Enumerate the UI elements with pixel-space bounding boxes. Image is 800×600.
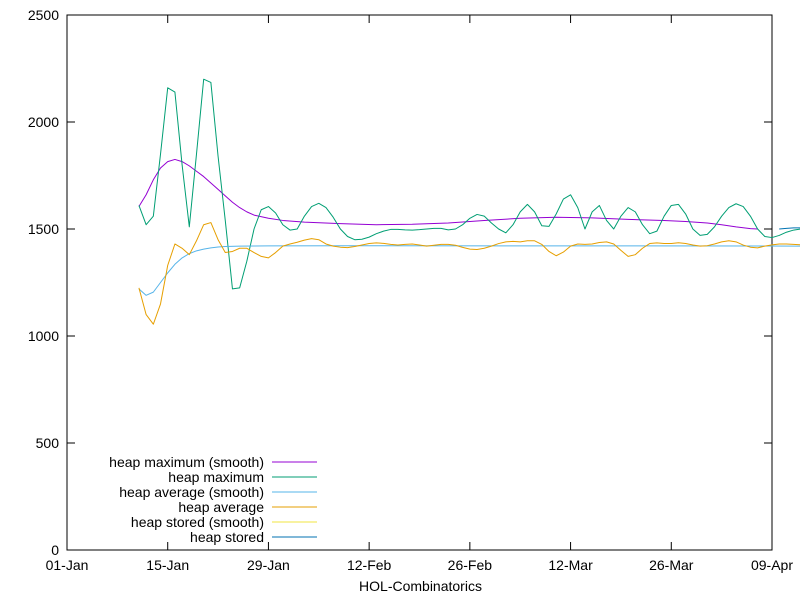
plot-border bbox=[66, 14, 773, 551]
x-axis-label: HOL-Combinatorics bbox=[359, 578, 482, 594]
legend-label-heap-stored: heap stored bbox=[190, 529, 264, 545]
y-tick-label: 2500 bbox=[28, 7, 59, 23]
x-axis: 01-Jan 15-Jan 29-Jan 12-Feb 26-Feb 12-Mar 26-M… bbox=[46, 15, 793, 573]
x-tick-label: 29-Jan bbox=[247, 557, 290, 573]
series-line-heap-maximum-smooth bbox=[138, 158, 758, 230]
y-axis: 0 500 1000 1500 2000 2500 bbox=[28, 7, 772, 558]
x-tick-label: 01-Jan bbox=[46, 557, 89, 573]
legend-label-heap-average: heap average bbox=[178, 499, 264, 515]
plot-frame bbox=[66, 14, 773, 551]
x-tick-label: 15-Jan bbox=[146, 557, 189, 573]
series-line-heap-average bbox=[138, 222, 800, 325]
legend-label-heap-stored-smooth: heap stored (smooth) bbox=[131, 514, 264, 530]
y-tick-label: 500 bbox=[36, 435, 60, 451]
legend-label-heap-average-smooth: heap average (smooth) bbox=[119, 484, 264, 500]
x-tick-label: 26-Mar bbox=[649, 557, 694, 573]
legend-label-heap-maximum-smooth: heap maximum (smooth) bbox=[109, 454, 264, 470]
x-tick-label: 12-Feb bbox=[347, 557, 392, 573]
series-line-heap-maximum bbox=[138, 78, 800, 290]
legend-label-heap-maximum: heap maximum bbox=[168, 469, 264, 485]
y-tick-label: 1000 bbox=[28, 328, 59, 344]
series-line-heap-stored bbox=[779, 227, 800, 230]
y-tick-label: 0 bbox=[51, 542, 59, 558]
series-group bbox=[138, 78, 800, 325]
x-tick-label: 09-Apr bbox=[751, 557, 793, 573]
series-line-heap-average-smooth bbox=[138, 245, 800, 296]
y-tick-label: 2000 bbox=[28, 114, 59, 130]
x-tick-label: 26-Feb bbox=[448, 557, 493, 573]
x-tick-label: 12-Mar bbox=[548, 557, 593, 573]
y-tick-label: 1500 bbox=[28, 221, 59, 237]
